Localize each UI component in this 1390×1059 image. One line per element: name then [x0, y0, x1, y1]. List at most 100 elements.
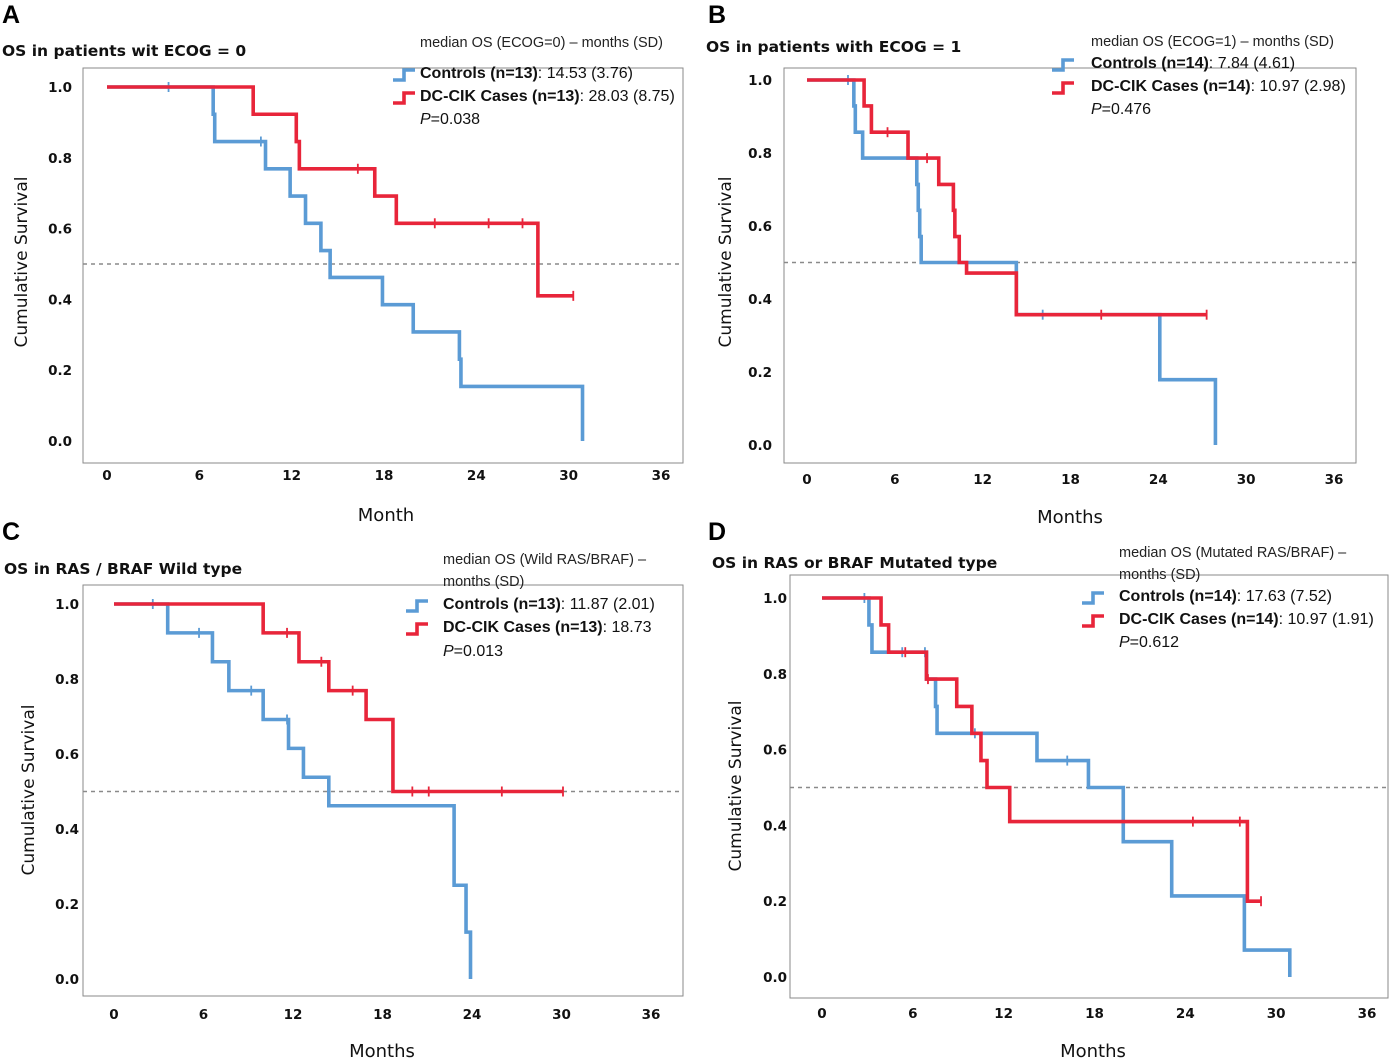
- p-value-symbol: P: [443, 643, 454, 660]
- legend-median-value: : 14.53 (3.76): [538, 65, 633, 82]
- legend: median OS (Mutated RAS/BRAF) – months (SD…: [1082, 545, 1374, 651]
- legend-swatch-cases: [393, 91, 415, 105]
- legend-entry-controls: Controls (n=13): 11.87 (2.01): [443, 596, 655, 613]
- x-tick-label: 6: [890, 472, 899, 488]
- legend-swatch-controls: [1052, 58, 1074, 72]
- p-value-number: =0.013: [454, 643, 503, 660]
- panel-label: D: [708, 518, 726, 546]
- legend-header: median OS (Mutated RAS/BRAF) –: [1119, 545, 1347, 561]
- legend-entry-cases: DC-CIK Cases (n=13): 28.03 (8.75): [420, 88, 675, 105]
- legend-median-value: : 7.84 (4.61): [1209, 55, 1295, 72]
- panel-c: C OS in RAS / BRAF Wild type 0.0 0.2 0.4 0.6 0…: [2, 518, 684, 1059]
- legend-median-value: : 18.73: [603, 619, 652, 636]
- y-tick-label: 0.2: [763, 894, 787, 910]
- x-axis-label: Months: [1060, 1041, 1126, 1059]
- x-tick-label: 36: [1325, 472, 1344, 488]
- y-tick-label: 0.0: [55, 972, 79, 988]
- y-tick-label: 0.0: [748, 438, 772, 454]
- p-value: P=0.476: [1091, 101, 1151, 118]
- panel-label: B: [708, 1, 726, 29]
- x-axis-label: Months: [349, 1041, 415, 1059]
- x-tick-label: 0: [802, 472, 811, 488]
- y-tick-label: 0.6: [748, 219, 772, 235]
- legend-median-value: : 17.63 (7.52): [1237, 588, 1332, 605]
- x-tick-label: 30: [559, 468, 578, 484]
- legend-swatch-cases: [1052, 81, 1074, 95]
- p-value: P=0.013: [443, 643, 503, 660]
- y-axis-label: Cumulative Survival: [19, 705, 39, 876]
- p-value-symbol: P: [420, 111, 431, 128]
- legend-swatch-controls: [1082, 591, 1104, 605]
- legend: median OS (Wild RAS/BRAF) – months (SD) Co…: [406, 552, 655, 660]
- y-tick-label: 0.2: [55, 897, 79, 913]
- x-tick-label: 30: [552, 1007, 571, 1023]
- plot-frame: [82, 584, 684, 997]
- legend: median OS (ECOG=1) – months (SD) Controls…: [1052, 34, 1346, 118]
- y-tick-label: 1.0: [48, 80, 72, 96]
- y-tick-label: 0.0: [48, 434, 72, 450]
- x-tick-label: 6: [908, 1006, 917, 1022]
- legend: median OS (ECOG=0) – months (SD) Controls…: [393, 35, 675, 128]
- x-tick-label: 30: [1237, 472, 1256, 488]
- y-axis-label: Cumulative Survival: [726, 701, 746, 872]
- legend-entry-cases: DC-CIK Cases (n=14): 10.97 (2.98): [1091, 78, 1346, 95]
- x-tick-label: 30: [1267, 1006, 1286, 1022]
- legend-series-name: DC-CIK Cases (n=14): [1119, 611, 1279, 628]
- chart-title: OS in RAS / BRAF Wild type: [4, 560, 242, 578]
- legend-series-name: Controls (n=14): [1091, 55, 1209, 72]
- p-value-number: =0.038: [431, 111, 480, 128]
- y-axis-label: Cumulative Survival: [12, 177, 32, 348]
- y-tick-label: 0.4: [748, 292, 772, 308]
- legend-entry-controls: Controls (n=14): 17.63 (7.52): [1119, 588, 1332, 605]
- y-tick-label: 1.0: [748, 73, 772, 89]
- p-value-symbol: P: [1119, 634, 1130, 651]
- legend-series-name: DC-CIK Cases (n=13): [443, 619, 603, 636]
- legend-entry-controls: Controls (n=14): 7.84 (4.61): [1091, 55, 1295, 72]
- legend-entry-cases: DC-CIK Cases (n=14): 10.97 (1.91): [1119, 611, 1374, 628]
- legend-swatch-cases: [406, 622, 428, 636]
- panel-label: C: [2, 518, 20, 546]
- x-tick-label: 6: [195, 468, 204, 484]
- km-curve-cases: [807, 78, 1207, 317]
- legend-header: median OS (Wild RAS/BRAF) –: [443, 552, 647, 568]
- legend-series-name: Controls (n=14): [1119, 588, 1237, 605]
- y-tick-label: 0.0: [763, 970, 787, 986]
- x-tick-label: 0: [817, 1006, 826, 1022]
- x-axis-label: Month: [358, 505, 414, 526]
- legend-header: median OS (ECOG=1) – months (SD): [1091, 34, 1334, 50]
- y-tick-label: 1.0: [55, 597, 79, 613]
- legend-swatch-controls: [406, 599, 428, 613]
- chart-title: OS in patients with ECOG = 1: [706, 38, 961, 56]
- y-tick-label: 0.4: [48, 292, 72, 308]
- km-curve-cases: [822, 596, 1262, 903]
- x-tick-label: 24: [463, 1007, 482, 1023]
- x-tick-label: 12: [973, 472, 992, 488]
- x-tick-label: 24: [1176, 1006, 1195, 1022]
- panel-label: A: [2, 1, 20, 29]
- x-tick-label: 24: [467, 468, 486, 484]
- legend-header: months (SD): [1119, 567, 1200, 583]
- y-tick-label: 0.8: [748, 146, 772, 162]
- x-tick-label: 0: [109, 1007, 118, 1023]
- panel-b: B OS in patients with ECOG = 1 0.0 0.2 0.4 0.…: [706, 1, 1357, 528]
- y-tick-label: 0.6: [48, 222, 72, 238]
- y-tick-label: 0.2: [48, 363, 72, 379]
- p-value-number: =0.476: [1102, 101, 1151, 118]
- y-tick-label: 0.2: [748, 365, 772, 381]
- km-curve-cases: [107, 85, 574, 298]
- km-curve-controls: [107, 85, 585, 441]
- y-tick-label: 0.8: [763, 667, 787, 683]
- x-tick-label: 18: [373, 1007, 392, 1023]
- y-tick-label: 0.8: [48, 151, 72, 167]
- legend-median-value: : 10.97 (2.98): [1251, 78, 1346, 95]
- legend-series-name: DC-CIK Cases (n=14): [1091, 78, 1251, 95]
- y-tick-label: 0.6: [55, 747, 79, 763]
- y-axis-label: Cumulative Survival: [716, 177, 736, 348]
- y-tick-label: 0.6: [763, 743, 787, 759]
- p-value: P=0.038: [420, 111, 480, 128]
- x-tick-label: 12: [284, 1007, 303, 1023]
- legend-swatch-controls: [393, 68, 415, 82]
- chart-title: OS in RAS or BRAF Mutated type: [712, 554, 997, 572]
- x-tick-label: 12: [282, 468, 301, 484]
